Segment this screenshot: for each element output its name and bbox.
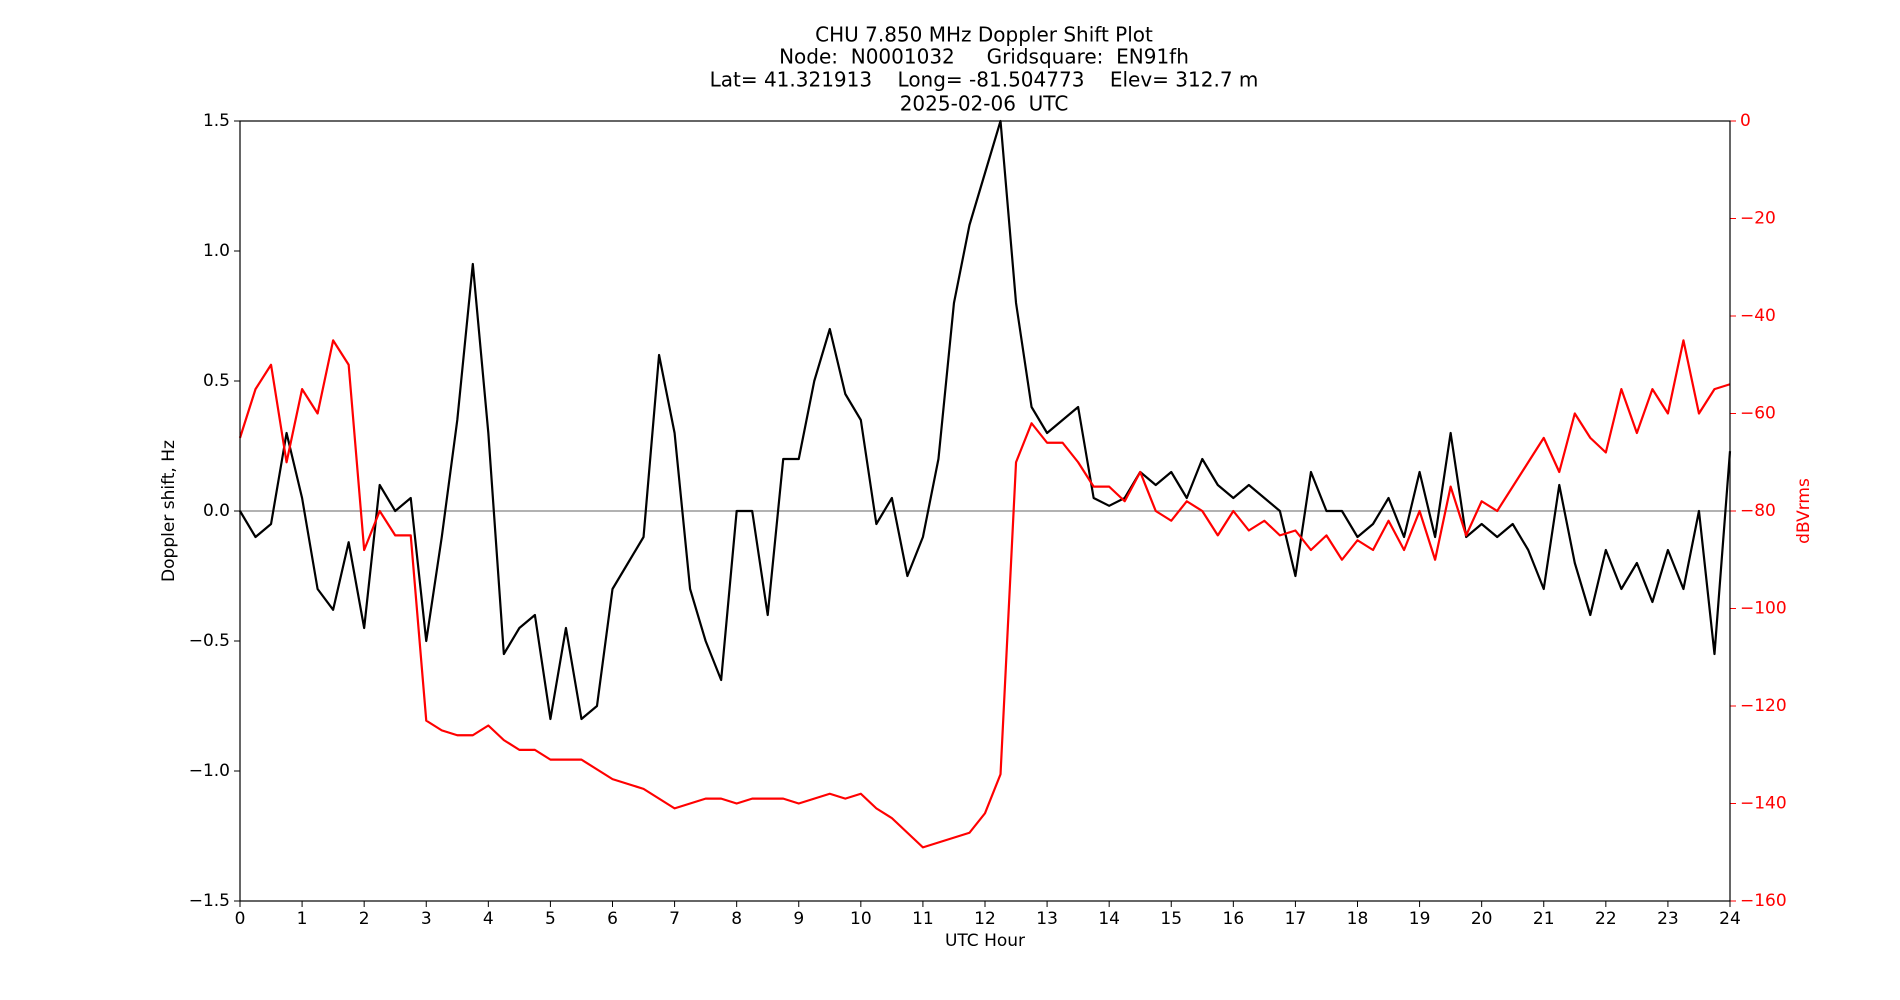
y-tick-label: −1.5 (189, 891, 230, 911)
x-tick-label: 21 (1533, 909, 1555, 929)
x-axis-label: UTC Hour (945, 931, 1025, 951)
x-tick-label: 13 (1036, 909, 1058, 929)
y-tick-label: 0.0 (203, 501, 230, 521)
x-tick-label: 1 (297, 909, 308, 929)
x-tick-label: 7 (669, 909, 680, 929)
y2-tick-label: −20 (1740, 209, 1776, 229)
x-tick-label: 22 (1595, 909, 1617, 929)
x-tick-label: 19 (1409, 909, 1431, 929)
x-tick-label: 17 (1285, 909, 1307, 929)
x-tick-label: 6 (607, 909, 618, 929)
y-tick-label: 1.5 (203, 111, 230, 131)
y-tick-label: 0.5 (203, 371, 230, 391)
y2-tick-label: −100 (1740, 599, 1787, 619)
y-tick-label: −1.0 (189, 761, 230, 781)
x-tick-label: 11 (912, 909, 934, 929)
data-line (238, 339, 1731, 849)
x-tick-label: 12 (974, 909, 996, 929)
y2-tick-label: −120 (1740, 696, 1787, 716)
y2-tick-label: −80 (1740, 501, 1776, 521)
y2-tick-label: −60 (1740, 404, 1776, 424)
x-tick-label: 15 (1160, 909, 1182, 929)
y2-tick-label: 0 (1740, 111, 1751, 131)
x-tick-label: 8 (731, 909, 742, 929)
x-tick-label: 3 (421, 909, 432, 929)
y2-tick-label: −160 (1740, 891, 1787, 911)
y-axis-label: Doppler shift, Hz (159, 440, 179, 582)
chart-subtitle: Node: N0001032 Gridsquare: EN91fh (779, 45, 1189, 69)
y-tick-label: 1.0 (203, 241, 230, 261)
x-tick-label: 5 (545, 909, 556, 929)
x-tick-label: 18 (1347, 909, 1369, 929)
plot-frame (239, 120, 1731, 902)
chart-subtitle: 2025-02-06 UTC (900, 92, 1069, 116)
x-tick-label: 9 (793, 909, 804, 929)
y2-tick-label: −40 (1740, 306, 1776, 326)
x-tick-label: 14 (1098, 909, 1120, 929)
y2-tick-label: −140 (1740, 794, 1787, 814)
x-tick-label: 20 (1471, 909, 1493, 929)
chart-subtitle: Lat= 41.321913 Long= -81.504773 Elev= 31… (710, 68, 1259, 92)
data-line (239, 119, 1732, 721)
x-tick-label: 23 (1657, 909, 1679, 929)
x-tick-label: 0 (235, 909, 246, 929)
x-tick-label: 24 (1719, 909, 1741, 929)
chart-title: CHU 7.850 MHz Doppler Shift Plot (815, 23, 1153, 47)
x-tick-label: 16 (1223, 909, 1245, 929)
x-tick-label: 4 (483, 909, 494, 929)
y2-axis-label: dBVrms (1794, 478, 1814, 544)
y-tick-label: −0.5 (189, 631, 230, 651)
x-tick-label: 10 (850, 909, 872, 929)
x-tick-label: 2 (359, 909, 370, 929)
